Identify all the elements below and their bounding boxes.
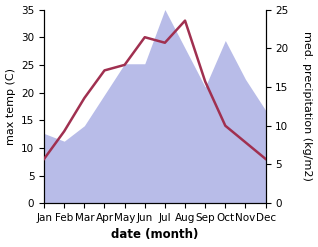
X-axis label: date (month): date (month) <box>111 228 198 242</box>
Y-axis label: max temp (C): max temp (C) <box>5 68 16 145</box>
Y-axis label: med. precipitation (kg/m2): med. precipitation (kg/m2) <box>302 31 313 181</box>
